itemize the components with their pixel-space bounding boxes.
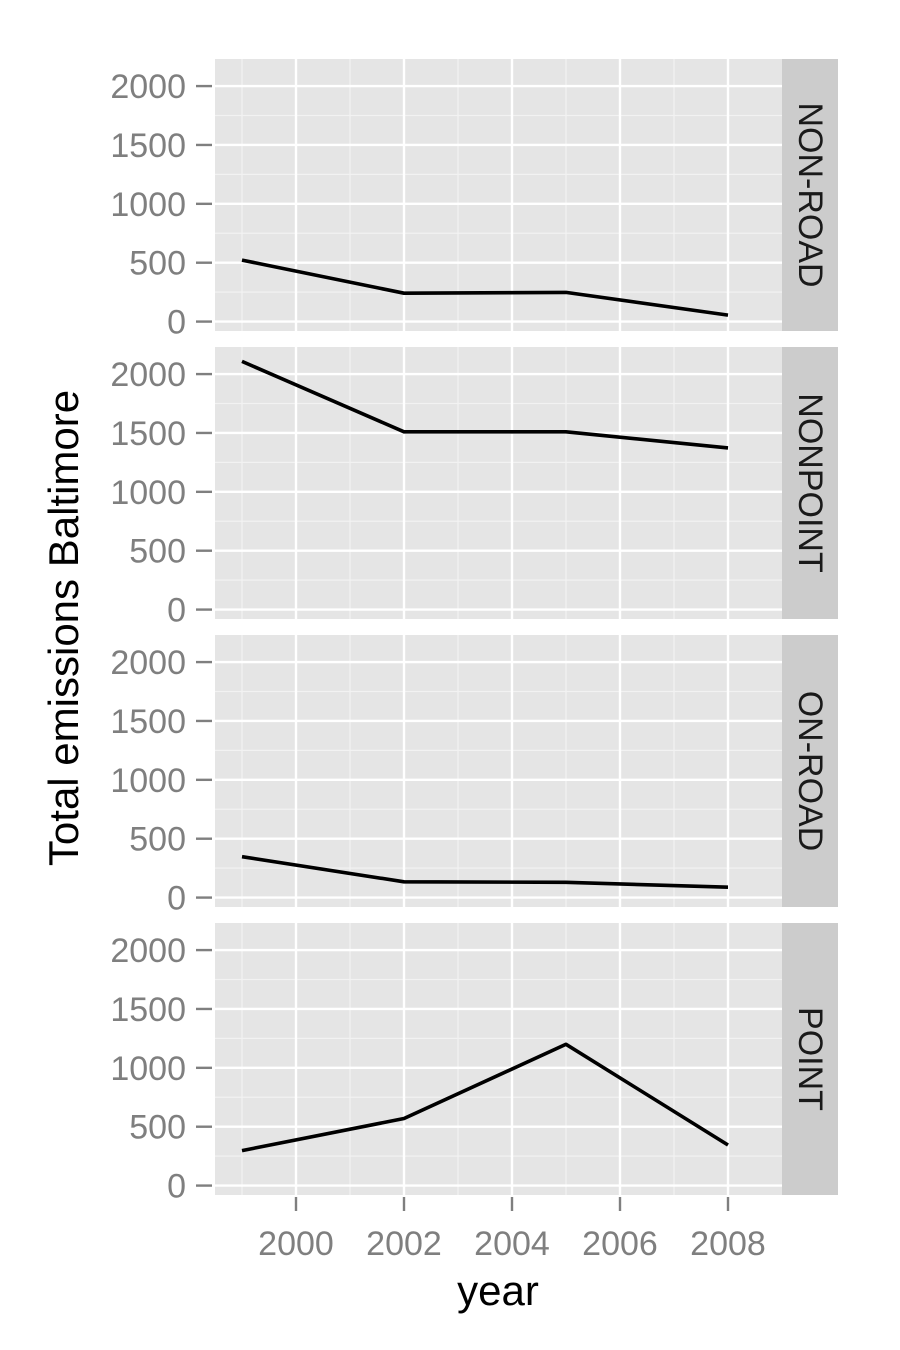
panel-background xyxy=(215,59,782,331)
y-tick-label: 0 xyxy=(167,304,186,342)
y-tick-label: 2000 xyxy=(110,932,186,970)
x-axis: 2000 2002 2004 2006 2008 xyxy=(258,1197,766,1263)
panel-point: 0 500 1000 1500 2000 POINT xyxy=(110,923,838,1206)
y-tick-label: 1000 xyxy=(110,1050,186,1088)
y-tick-label: 0 xyxy=(167,880,186,918)
y-tick-label: 1000 xyxy=(110,762,186,800)
series-line-nonpoint xyxy=(241,359,729,450)
facet-label-point: POINT xyxy=(791,1007,829,1111)
panel-nonpoint: 0 500 1000 1500 2000 NONPOINT xyxy=(110,347,838,630)
panel-on-road: 0 500 1000 1500 2000 ON-ROAD xyxy=(110,635,838,918)
x-tick-label: 2002 xyxy=(366,1225,442,1263)
facet-label-non-road: NON-ROAD xyxy=(791,102,829,287)
y-tick-label: 0 xyxy=(167,592,186,630)
y-tick-label: 500 xyxy=(129,245,186,283)
facet-strip-on-road xyxy=(782,635,838,907)
series-line-on-road xyxy=(241,854,729,889)
series-line-point xyxy=(241,1042,729,1153)
facet-strip-nonpoint xyxy=(782,347,838,619)
y-tick-label: 1000 xyxy=(110,186,186,224)
x-tick-label: 2004 xyxy=(474,1225,550,1263)
y-axis-title: Total emissions Baltimore xyxy=(40,390,87,866)
y-tick-label: 1000 xyxy=(110,474,186,512)
facet-label-on-road: ON-ROAD xyxy=(791,691,829,852)
y-tick-label: 1500 xyxy=(110,991,186,1029)
y-tick-label: 1500 xyxy=(110,127,186,165)
x-axis-title: year xyxy=(457,1267,539,1314)
y-tick-label: 500 xyxy=(129,533,186,571)
panel-background xyxy=(215,635,782,907)
panels-layer: 0 500 1000 1500 2000 NON-ROAD 0 500 1000 1500 2000… xyxy=(110,59,838,1206)
y-tick-label: 2000 xyxy=(110,68,186,106)
panel-background xyxy=(215,923,782,1195)
facet-strip-non-road xyxy=(782,59,838,331)
y-tick-label: 2000 xyxy=(110,356,186,394)
x-tick-label: 2008 xyxy=(690,1225,766,1263)
y-tick-label: 1500 xyxy=(110,703,186,741)
panel-non-road: 0 500 1000 1500 2000 NON-ROAD xyxy=(110,59,838,342)
y-tick-label: 2000 xyxy=(110,644,186,682)
y-tick-label: 0 xyxy=(167,1168,186,1206)
facet-label-nonpoint: NONPOINT xyxy=(791,393,829,572)
y-tick-label: 500 xyxy=(129,821,186,859)
y-tick-label: 1500 xyxy=(110,415,186,453)
series-line-non-road xyxy=(241,258,729,317)
y-tick-label: 500 xyxy=(129,1109,186,1147)
x-tick-label: 2000 xyxy=(258,1225,334,1263)
facet-strip-point xyxy=(782,923,838,1195)
x-tick-label: 2006 xyxy=(582,1225,658,1263)
